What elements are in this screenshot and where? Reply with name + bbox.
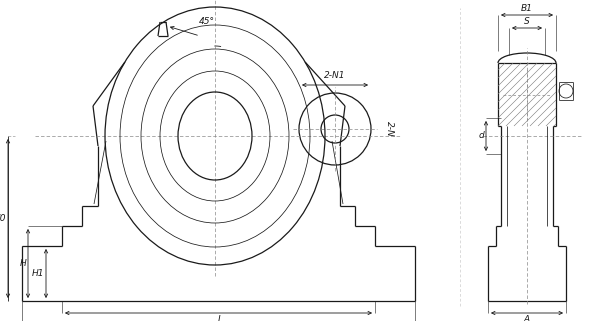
Text: B1: B1: [521, 4, 533, 13]
Text: 2-N: 2-N: [385, 121, 394, 137]
Text: 45°: 45°: [199, 17, 215, 26]
Text: A: A: [524, 315, 530, 321]
Text: H0: H0: [0, 214, 6, 223]
Text: H: H: [19, 259, 26, 268]
Text: 2-N1: 2-N1: [324, 71, 346, 80]
Text: d: d: [478, 132, 484, 141]
Text: S: S: [524, 17, 530, 26]
Text: J: J: [217, 315, 220, 321]
Text: H1: H1: [32, 269, 44, 278]
